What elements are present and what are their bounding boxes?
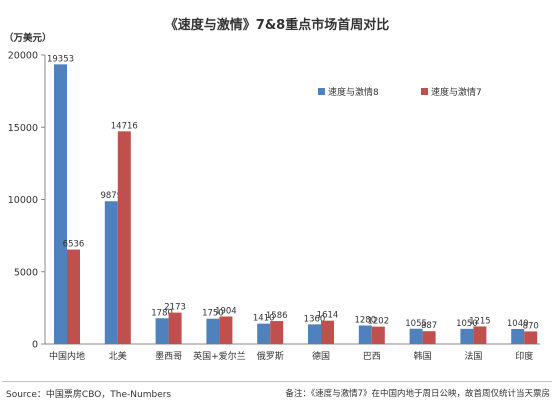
data-label: 2173 [164, 303, 186, 313]
data-label: 6536 [63, 240, 85, 250]
bar-fast7 [270, 321, 284, 344]
bar-fast8 [460, 328, 474, 344]
data-label: 887 [421, 321, 437, 331]
x-tick-label: 韩国 [414, 350, 432, 362]
y-tick-label: 0 [32, 340, 38, 351]
bar-fast7 [117, 131, 131, 344]
data-label: 9879 [100, 191, 122, 201]
x-tick-label: 北美 [109, 350, 127, 362]
data-label: 1050 [456, 319, 478, 329]
x-tick-label: 中国内地 [49, 350, 85, 362]
y-axis-unit-label: （万美元） [4, 33, 52, 44]
y-tick-label: 20000 [8, 51, 38, 62]
legend-label: 速度与激情7 [431, 86, 482, 98]
data-label: 1750 [202, 309, 224, 319]
data-label: 1586 [266, 311, 288, 321]
bar-fast8 [104, 201, 118, 344]
data-label: 19353 [47, 54, 74, 64]
legend-label: 速度与激情8 [328, 86, 379, 98]
legend-swatch [318, 88, 325, 95]
bar-fast7 [219, 316, 233, 344]
bar-fast8 [409, 328, 423, 344]
bar-fast8 [206, 318, 220, 344]
y-tick-label: 15000 [8, 123, 38, 134]
x-tick-label: 德国 [312, 350, 330, 362]
bar-fast7 [67, 249, 80, 344]
chart-title: 《速度与激情》7&8重点市场首周对比 [164, 18, 390, 33]
data-label: 1215 [469, 316, 491, 326]
bar-fast8 [308, 324, 321, 344]
bar-fast7 [321, 320, 334, 344]
bar-fast8 [257, 323, 271, 344]
bar-fast7 [371, 326, 385, 344]
data-label: 870 [523, 321, 539, 331]
bar-fast8 [511, 328, 525, 344]
data-label: 1780 [151, 308, 173, 318]
y-tick-label: 5000 [14, 267, 38, 278]
bar-fast7 [524, 331, 538, 344]
data-label: 1202 [367, 317, 389, 327]
data-label: 1360 [304, 314, 326, 324]
x-tick-label: 法国 [464, 350, 482, 362]
x-tick-label: 墨西哥 [155, 351, 182, 362]
bar-fast7 [168, 312, 182, 344]
x-tick-label: 俄罗斯 [257, 350, 284, 362]
bar-fast8 [155, 318, 169, 344]
footer-divider [2, 381, 552, 382]
source-note: Source：中国票房CBO，The-Numbers [6, 390, 172, 400]
legend-swatch [421, 88, 428, 95]
bar-fast7 [473, 326, 487, 344]
data-label: 14716 [111, 121, 138, 131]
data-label: 1614 [317, 311, 339, 321]
bar-fast7 [422, 331, 436, 344]
data-label: 1280 [354, 316, 376, 326]
y-tick-label: 10000 [8, 195, 38, 206]
data-label: 1055 [405, 319, 427, 329]
data-label: 1410 [253, 314, 275, 324]
bar-fast8 [358, 325, 372, 344]
data-label: 1904 [215, 306, 237, 316]
x-tick-label: 印度 [515, 350, 533, 362]
x-tick-label: 英国+爱尔兰 [193, 350, 246, 362]
data-label: 1040 [507, 319, 529, 329]
remark-note: 备注：《速度与激情7》在中国内地于周日公映，故首周仅统计当天票房 [285, 389, 550, 399]
x-tick-label: 巴西 [363, 351, 381, 362]
bar-fast8 [54, 64, 67, 344]
